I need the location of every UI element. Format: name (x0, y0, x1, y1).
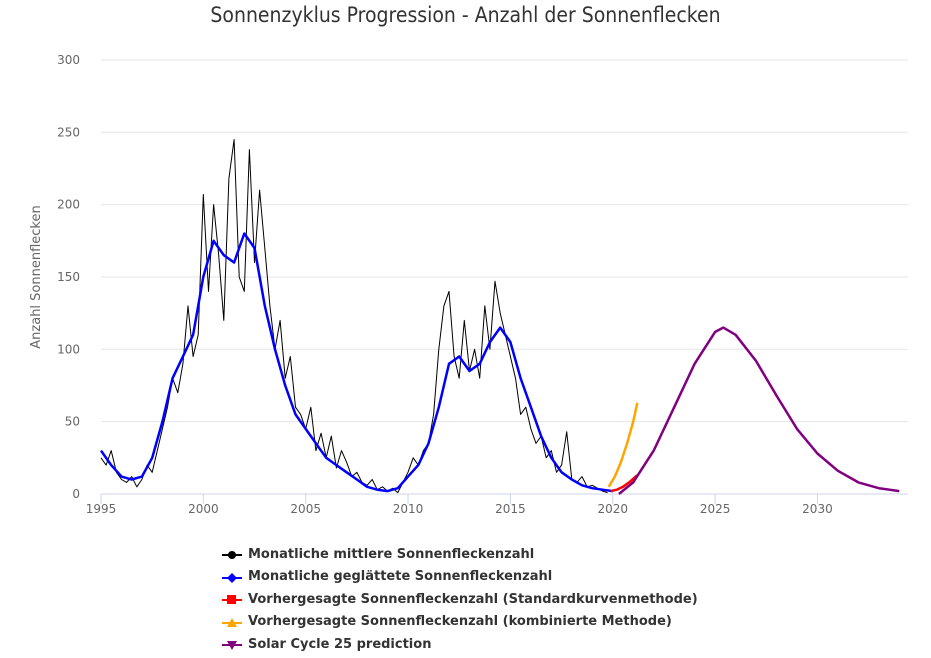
x-tick-label: 2005 (290, 502, 321, 516)
x-tick-label: 1995 (86, 502, 117, 516)
y-tick-label: 200 (57, 198, 80, 212)
plot-area: 0 50 100 150 200 250 300 1995 2000 2005 2010 2015 20… (29, 53, 908, 516)
y-tick-label: 150 (57, 270, 80, 284)
x-tick-label: 2030 (802, 502, 833, 516)
y-tick-label: 50 (65, 415, 80, 429)
legend-label: Monatliche mittlere Sonnenfleckenzahl (248, 546, 535, 562)
legend-item[interactable]: Vorhergesagte Sonnenfleckenzahl (Standar… (222, 588, 698, 611)
chart-title: Sonnenzyklus Progression - Anzahl der So… (210, 3, 721, 27)
triangle-down-marker-icon (222, 639, 242, 651)
series-line-3 (607, 402, 639, 488)
circle-marker-icon (222, 549, 242, 560)
y-tick-label: 100 (57, 342, 80, 356)
y-axis-label: Anzahl Sonnenflecken (29, 205, 44, 348)
x-tick-label: 2025 (700, 502, 731, 516)
series-line-0 (100, 139, 608, 494)
square-marker-icon (222, 594, 242, 605)
y-tick-label: 250 (57, 125, 80, 139)
diamond-marker-icon (222, 572, 242, 583)
x-tick-label: 2015 (495, 502, 526, 516)
legend-item[interactable]: Vorhergesagte Sonnenfleckenzahl (kombini… (222, 611, 698, 634)
legend-item[interactable]: Solar Cycle 25 prediction (222, 633, 698, 656)
legend-label: Solar Cycle 25 prediction (248, 636, 432, 652)
legend-item[interactable]: Monatliche mittlere Sonnenfleckenzahl (222, 543, 698, 566)
legend-label: Vorhergesagte Sonnenfleckenzahl (Standar… (248, 591, 698, 607)
x-tick-label: 2020 (597, 502, 628, 516)
triangle-up-marker-icon (222, 617, 242, 627)
series-line-1 (99, 232, 613, 493)
series-line-2 (610, 474, 639, 493)
series-line-4 (618, 326, 900, 495)
y-tick-label: 0 (72, 487, 80, 501)
legend-item[interactable]: Monatliche geglättete Sonnenfleckenzahl (222, 566, 698, 589)
legend: Monatliche mittlere Sonnenfleckenzahl Mon… (222, 543, 698, 656)
y-tick-label: 300 (57, 53, 80, 67)
legend-label: Vorhergesagte Sonnenfleckenzahl (kombini… (248, 614, 672, 630)
x-tick-label: 2000 (188, 502, 219, 516)
legend-label: Monatliche geglättete Sonnenfleckenzahl (248, 569, 553, 585)
x-tick-label: 2010 (393, 502, 424, 516)
